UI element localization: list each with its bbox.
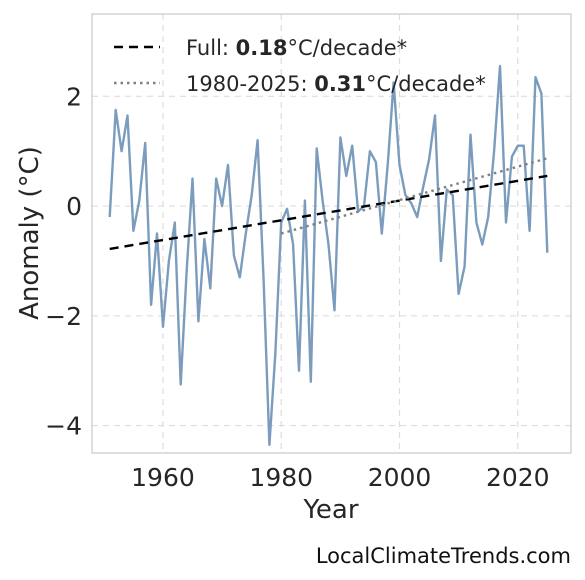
recent-trend-line [280,157,548,235]
x-tick-label: 2020 [486,463,550,492]
y-tick-label: −2 [45,302,82,331]
y-tick-label: 0 [66,192,82,221]
x-axis-label: Year [302,495,358,525]
y-tick-label: 2 [66,82,82,111]
legend: Full: 0.18°C/decade*1980-2025: 0.31°C/de… [114,36,486,96]
legend-label-value: 0.31 [314,72,366,96]
legend-label-recent: 1980-2025: 0.31°C/decade* [186,72,486,96]
legend-label-full: Full: 0.18°C/decade* [186,36,407,60]
plot-frame [91,13,572,454]
y-tick-label: −4 [45,412,82,441]
x-tick-label: 2000 [368,463,432,492]
y-axis-label: Anomaly (°C) [15,146,45,320]
x-tick-label: 1980 [249,463,313,492]
legend-label-suffix: °C/decade* [366,72,486,96]
temperature-anomaly-line [108,64,549,446]
legend-label-suffix: °C/decade* [288,36,408,60]
series-group [108,64,549,446]
chart: 1960 1980 2000 2020 −4 −2 0 2 Year Anomaly (°C)… [15,13,572,525]
watermark: LocalClimateTrends.com [315,544,571,568]
grid [92,14,571,453]
legend-label-value: 0.18 [236,36,288,60]
tick-labels: 1960 1980 2000 2020 −4 −2 0 2 [45,82,549,492]
legend-label-prefix: Full: [186,36,236,60]
x-tick-label: 1960 [131,463,195,492]
legend-label-prefix: 1980-2025: [186,72,314,96]
